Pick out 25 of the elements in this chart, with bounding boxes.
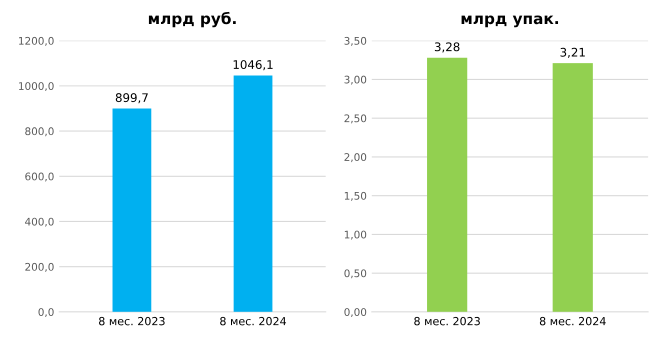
y-tick-label: 0,00 [344, 308, 366, 318]
y-tick-label: 1,00 [344, 230, 366, 240]
x-tick-label: 8 мес. 2023 [414, 316, 480, 326]
x-tick-label: 8 мес. 2024 [220, 316, 286, 326]
y-tick-label: 2,50 [344, 114, 366, 124]
chart-title: млрд упак. [462, 15, 558, 28]
data-label: 3,21 [560, 48, 585, 58]
y-tick-label: 0,50 [344, 269, 366, 278]
y-tick-label: 2,00 [344, 153, 366, 162]
x-tick-label: 8 мес. 2024 [540, 316, 606, 326]
y-tick-label: 1000,0 [19, 82, 54, 92]
y-tick-label: 1200,0 [19, 36, 54, 46]
y-tick-label: 800,0 [25, 127, 54, 136]
y-tick-label: 400,0 [25, 218, 54, 227]
y-tick-label: 0,0 [38, 308, 54, 318]
data-label: 1046,1 [234, 60, 273, 70]
y-tick-label: 200,0 [25, 262, 54, 272]
data-label: 899,7 [116, 93, 148, 104]
y-tick-label: 1,50 [344, 192, 366, 201]
y-tick-label: 3,50 [344, 36, 366, 46]
chart-title: млрд руб. [148, 12, 236, 28]
data-label: 3,28 [434, 42, 460, 52]
y-tick-label: 600,0 [25, 172, 54, 182]
x-tick-label: 8 мес. 2023 [99, 316, 165, 326]
y-tick-label: 3,00 [344, 76, 366, 85]
